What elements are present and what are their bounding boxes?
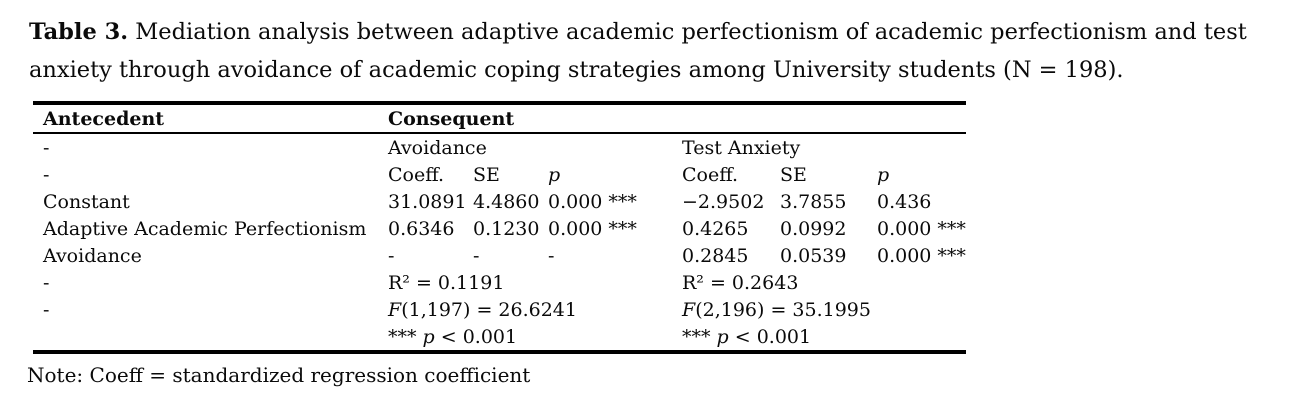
caption-text-line1: Mediation analysis between adaptive acad… (128, 19, 1247, 45)
stat-header-p: p (877, 161, 966, 188)
cell-se: 3.7855 (780, 190, 847, 213)
cell-dash: - (43, 163, 50, 186)
cell-empty (33, 323, 388, 352)
table-row-adaptive-academic-perfectionism: Adaptive Academic Perfectionism 0.6346 0… (33, 215, 966, 242)
header-consequent: Consequent (388, 103, 967, 134)
stat-header-coeff: Coeff. (682, 163, 739, 186)
sig-stars: *** (682, 325, 717, 348)
outcome-row: - Avoidance Test Anxiety (33, 133, 966, 161)
cell-se: 0.1230 (473, 217, 540, 240)
cell-coeff: - (388, 244, 395, 267)
f-statistic-avoidance: F(1,197) = 26.6241 (388, 296, 682, 323)
f-value: (2,196) = 35.1995 (695, 298, 871, 321)
table-note: Note: Coeff = standardized regression co… (27, 363, 531, 387)
f-label: F (682, 298, 696, 321)
p-label: p (422, 325, 435, 348)
sig-threshold: < 0.001 (434, 325, 518, 348)
stat-header-se: SE (473, 163, 500, 186)
table-caption: Table 3. Mediation analysis between adap… (29, 13, 1247, 89)
stat-header-p: p (548, 161, 682, 188)
header-antecedent: Antecedent (33, 103, 388, 134)
cell-p: 0.000 *** (548, 190, 637, 213)
cell-p: 0.436 (877, 190, 932, 213)
cell-p: 0.000 *** (877, 244, 966, 267)
outcome-avoidance: Avoidance (388, 136, 487, 159)
cell-se: 4.4860 (473, 190, 540, 213)
cell-coeff: 0.4265 (682, 217, 749, 240)
table-row-avoidance: Avoidance - - - 0.2845 0.0539 0.000 *** (33, 242, 966, 269)
caption-table-number: Table 3. (29, 19, 129, 45)
cell-p: 0.000 *** (548, 217, 637, 240)
cell-se: 0.0992 (780, 217, 847, 240)
sig-threshold: < 0.001 (728, 325, 812, 348)
cell-se: 0.0539 (780, 244, 847, 267)
sig-stars: *** (388, 325, 423, 348)
caption-line-1: Table 3. Mediation analysis between adap… (29, 13, 1247, 51)
p-label: p (877, 163, 890, 186)
cell-coeff: 0.6346 (388, 217, 455, 240)
f-value: (1,197) = 26.6241 (401, 298, 577, 321)
p-label: p (716, 325, 729, 348)
cell-p: 0.000 *** (877, 217, 966, 240)
r-squared-avoidance: R² = 0.1191 (388, 271, 505, 294)
cell-dash: - (43, 298, 50, 321)
stat-header-se: SE (780, 163, 807, 186)
row-label: Adaptive Academic Perfectionism (43, 217, 367, 240)
r-squared-test-anxiety: R² = 0.2643 (682, 271, 799, 294)
cell-dash: - (43, 136, 50, 159)
f-statistic-row: - F(1,197) = 26.6241 F(2,196) = 35.1995 (33, 296, 966, 323)
f-label: F (388, 298, 402, 321)
cell-coeff: −2.9502 (682, 190, 765, 213)
cell-p: - (548, 244, 555, 267)
stat-header-coeff: Coeff. (388, 163, 445, 186)
cell-coeff: 31.0891 (388, 190, 467, 213)
cell-coeff: 0.2845 (682, 244, 749, 267)
cell-dash: - (43, 271, 50, 294)
significance-avoidance: *** p < 0.001 (388, 323, 682, 352)
mediation-analysis-table: Antecedent Consequent - Avoidance Test A… (33, 101, 967, 354)
outcome-test-anxiety: Test Anxiety (682, 136, 801, 159)
stat-header-row: - Coeff. SE p Coeff. SE p (33, 161, 966, 188)
cell-se: - (473, 244, 480, 267)
r-squared-row: - R² = 0.1191 R² = 0.2643 (33, 269, 966, 296)
f-statistic-test-anxiety: F(2,196) = 35.1995 (682, 296, 966, 323)
row-label: Constant (43, 190, 130, 213)
table-header-row: Antecedent Consequent (33, 103, 967, 134)
p-label: p (548, 163, 561, 186)
significance-row: *** p < 0.001 *** p < 0.001 (33, 323, 966, 352)
caption-line-2: anxiety through avoidance of academic co… (29, 57, 1124, 83)
row-label: Avoidance (43, 244, 142, 267)
table-row-constant: Constant 31.0891 4.4860 0.000 *** −2.950… (33, 188, 966, 215)
significance-test-anxiety: *** p < 0.001 (682, 323, 966, 352)
